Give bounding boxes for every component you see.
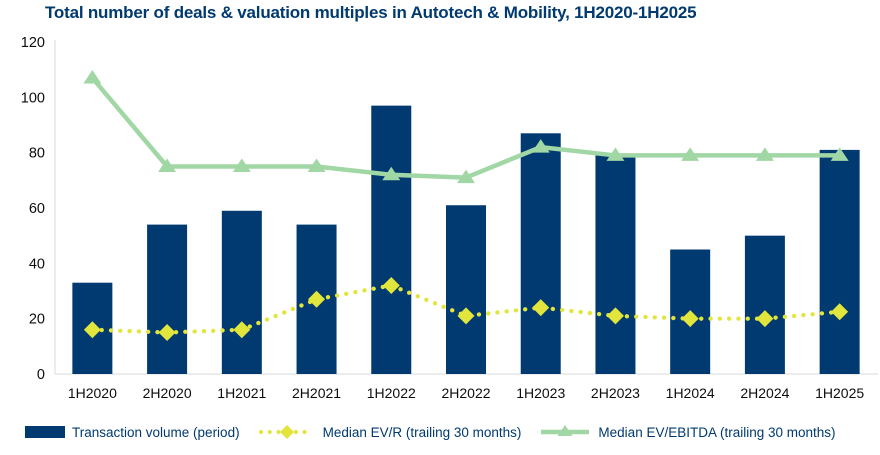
triangle-marker: [83, 69, 102, 84]
bar: [595, 155, 636, 374]
bar: [744, 235, 785, 374]
x-tick-label: 1H2025: [815, 385, 864, 401]
legend-label: Median EV/R (trailing 30 months): [322, 424, 522, 440]
y-tick-label: 120: [21, 35, 45, 51]
legend-item-transaction-volume: Transaction volume (period): [25, 425, 240, 440]
x-tick-label: 2H2024: [740, 385, 789, 401]
x-tick-label: 1H2021: [217, 385, 266, 401]
triangle-marker: [755, 147, 774, 161]
x-axis-category-labels: 1H2020 2H2020 1H2021 2H2021 1H2022 2H2022 1H20…: [68, 385, 865, 401]
legend-label: Transaction volume (period): [72, 424, 240, 440]
diamond-marker: [756, 310, 774, 328]
diamond-marker: [681, 310, 699, 328]
triangle-marker: [830, 147, 849, 161]
median-ev-r-line: [83, 276, 849, 341]
chart-title: Total number of deals & valuation multip…: [45, 3, 697, 22]
bar: [819, 149, 860, 374]
diamond-marker: [457, 307, 475, 325]
x-tick-label: 1H2022: [367, 385, 416, 401]
y-tick-label: 60: [29, 201, 45, 217]
legend-label: Median EV/EBITDA (trailing 30 months): [598, 424, 836, 440]
diamond-marker: [158, 324, 176, 341]
x-tick-label: 2H2023: [591, 385, 640, 401]
x-tick-label: 2H2021: [292, 385, 341, 401]
x-tick-label: 1H2024: [666, 385, 715, 401]
y-tick-label: 100: [21, 90, 45, 106]
bar: [446, 205, 486, 374]
triangle-marker: [232, 158, 251, 172]
triangle-marker: [158, 158, 177, 172]
diamond-marker: [83, 321, 101, 339]
bar: [520, 133, 561, 374]
y-tick-label: 20: [29, 312, 45, 328]
triangle-marker: [531, 139, 550, 153]
y-tick-label: 80: [29, 146, 45, 162]
triangle-marker: [681, 147, 700, 161]
y-axis-tick-labels: 0 20 40 60 80 100 120: [21, 35, 45, 383]
line-triangle-icon: [541, 425, 590, 436]
y-tick-label: 40: [29, 256, 45, 272]
triangle-marker: [382, 166, 401, 181]
x-tick-label: 2H2020: [143, 385, 192, 401]
bar-swatch-icon: [25, 426, 65, 438]
legend-item-median-ev-ebitda: Median EV/EBITDA (trailing 30 months): [539, 423, 836, 441]
y-tick-label: 0: [37, 367, 45, 383]
bar: [371, 105, 412, 374]
bar: [147, 224, 188, 374]
x-tick-label: 1H2023: [516, 385, 565, 401]
x-tick-label: 1H2020: [68, 385, 117, 401]
triangle-marker: [307, 158, 326, 172]
diamond-marker: [532, 299, 550, 317]
bar: [221, 210, 262, 374]
legend-item-median-evr: Median EV/R (trailing 30 months): [258, 423, 522, 441]
dotted-diamond-icon: [258, 425, 315, 439]
chart-legend: Transaction volume (period) Median EV/R …: [25, 423, 875, 441]
x-tick-label: 2H2022: [441, 385, 490, 401]
diamond-marker: [831, 303, 849, 321]
transaction-volume-bars: [72, 105, 860, 374]
diamond-marker: [233, 321, 251, 339]
diamond-marker: [382, 276, 400, 294]
triangle-marker: [606, 147, 625, 161]
median-ev-ebitda-line: [83, 69, 849, 184]
diamond-marker: [308, 290, 326, 308]
diamond-marker: [606, 307, 624, 325]
triangle-marker: [457, 169, 475, 184]
